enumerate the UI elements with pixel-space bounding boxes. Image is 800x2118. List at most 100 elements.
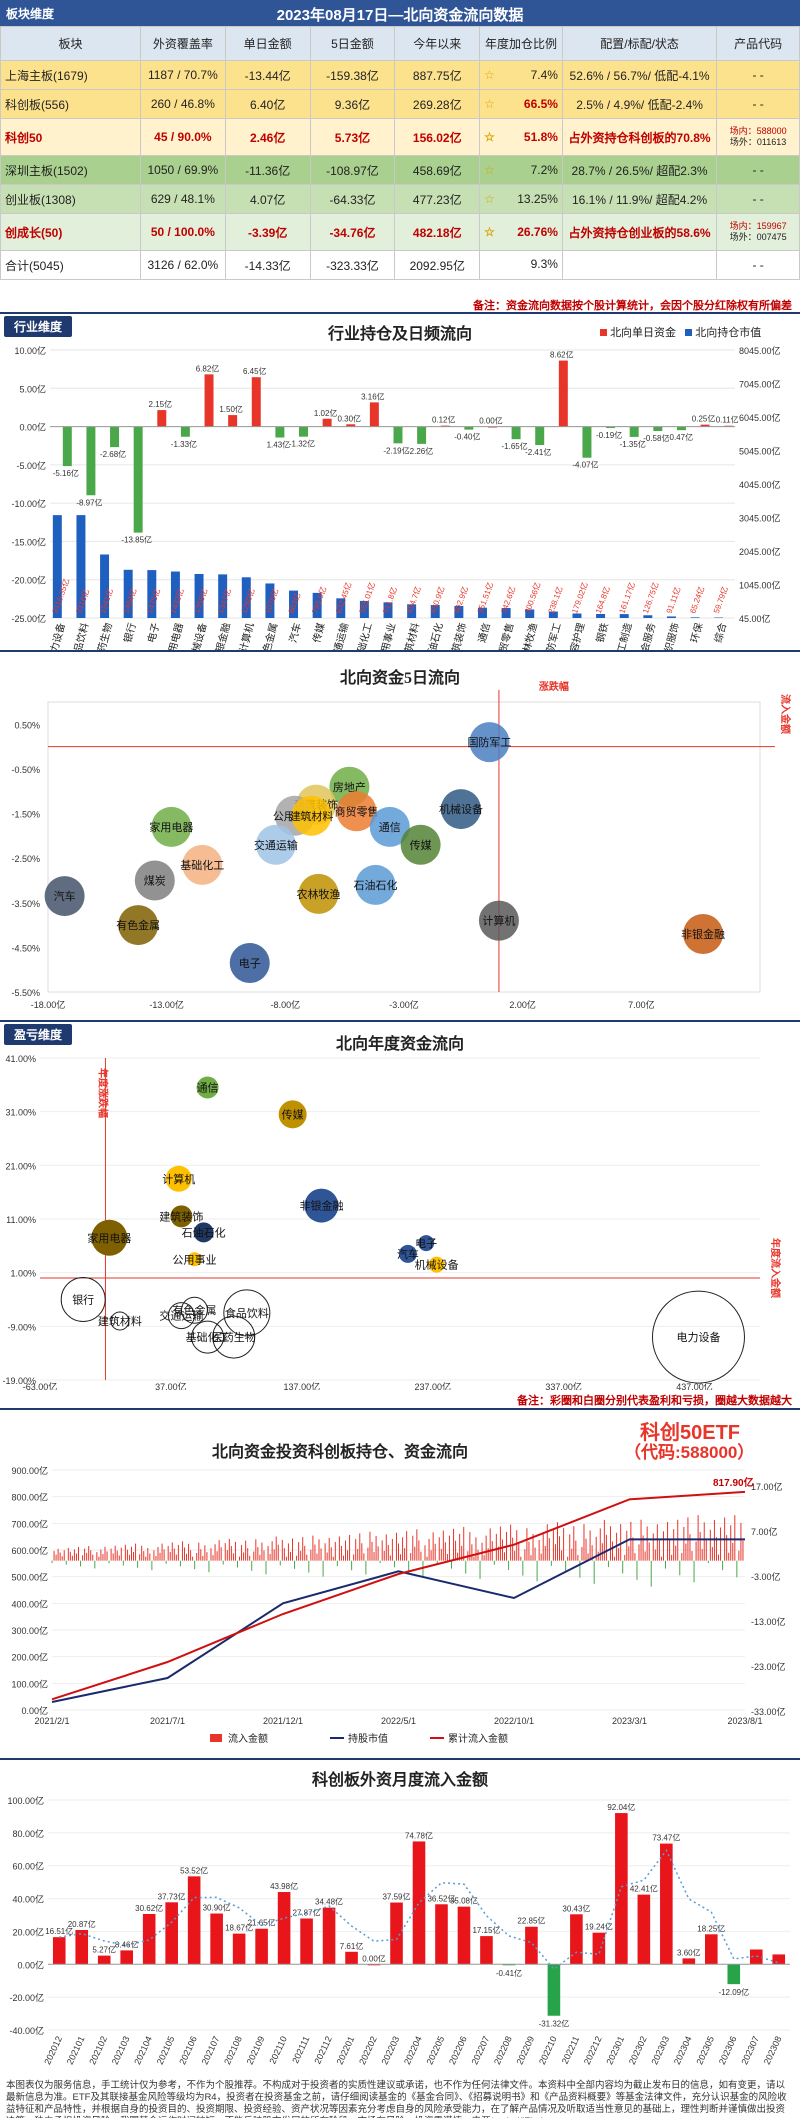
monthly-chart: 100.00亿 80.00亿 60.00亿 40.00亿 20.00亿 0.00亿 -20.… [7, 1795, 790, 2066]
hold-bar [383, 602, 393, 618]
y-left-tick: 5.00亿 [19, 383, 46, 394]
y-right-tick: 6045.00亿 [739, 412, 781, 423]
flow-bar [511, 426, 521, 440]
flow-label: 1.43亿 [267, 440, 291, 450]
industry-panel: 行业维度 行业持仓及日频流向 北向单日资金 北向持仓市值 10.00亿 5.00亿… [0, 312, 800, 652]
flow-label: -2.41亿 [525, 447, 551, 457]
etf-code: （代码:588000） [624, 1443, 755, 1462]
table-cell: ☆ 51.8% [479, 118, 563, 156]
star-flow-chart: 900.00亿 800.00亿 700.00亿 600.00亿 500.00亿 400.0… [11, 1465, 786, 1745]
x-tick: 2.00亿 [509, 999, 536, 1010]
category-label: 汽车 [286, 621, 304, 644]
bubble [44, 876, 85, 917]
flow-label: -0.40亿 [454, 432, 480, 442]
bubble-label: 机械设备 [439, 802, 483, 816]
month-label: 202208 [492, 2035, 514, 2066]
header-cell: 今年以来 [394, 26, 481, 61]
y-tick: 0.50% [14, 720, 40, 730]
table-note: 备注：资金流向数据按个股计算统计，会因个股分红除权有所偏差 [473, 300, 792, 312]
category-label: 建筑装饰 [446, 621, 469, 650]
category-label: 商贸零售 [494, 621, 517, 650]
ratio-value: 26.76% [517, 225, 558, 239]
month-label: 202211 [560, 2035, 581, 2066]
y-tick: 1.00% [10, 1269, 36, 1279]
table-row: 创成长(50) 50 / 100.0% -3.39亿 -34.76亿 482.18亿 ☆ 2… [0, 213, 800, 251]
table-cell: 52.6% / 56.7%/ 低配-4.1% [561, 60, 718, 90]
hold-bar [265, 583, 275, 618]
y-axis-label: 年度涨跌幅 [96, 1068, 109, 1118]
table-cell: 629 / 48.1% [139, 184, 226, 214]
bubble [400, 824, 441, 865]
month-bar [322, 1907, 336, 1965]
flow-bar [369, 402, 379, 427]
bubble [418, 1235, 435, 1252]
table-cell: 269.28亿 [394, 89, 481, 119]
bubble [651, 1290, 745, 1384]
x-tick: 237.00亿 [414, 1381, 451, 1390]
month-label: 202302 [627, 2035, 649, 2066]
legend-swatch [210, 1734, 222, 1742]
bubble-label: 电子 [415, 1237, 437, 1250]
hold-bar [454, 606, 464, 618]
flow-bar [346, 424, 356, 427]
month-bar [525, 1926, 538, 1965]
bubble [193, 1222, 214, 1243]
table-cell: 场内：588000 场外：011613 [716, 118, 800, 156]
month-bar [120, 1950, 133, 1965]
bubble [212, 1315, 256, 1359]
industry-title: 行业持仓及日频流向 [327, 326, 472, 343]
hold-bar [359, 600, 369, 618]
flow-bar [275, 426, 285, 438]
month-label: 202111 [290, 2035, 311, 2065]
month-value-label: 43.98亿 [270, 1881, 298, 1891]
star-icon: ☆ [484, 163, 495, 177]
flow-bar [180, 426, 190, 437]
month-value-label: 19.24亿 [585, 1922, 613, 1932]
table-cell: 1050 / 69.9% [139, 155, 226, 185]
hold-bar [194, 573, 204, 618]
flow-bar [204, 374, 214, 427]
hold-bar [666, 616, 676, 618]
category-label: 银行 [121, 621, 139, 644]
bubble-label: 石油石化 [182, 1225, 226, 1239]
ratio-wrap: 9.3% [484, 257, 558, 271]
table-cell: 合计(5045) [0, 250, 141, 280]
bubble [291, 795, 332, 836]
category-label: 电力设备 [45, 621, 68, 650]
table-title-bar: 板块维度 2023年08月17日—北向资金流向数据 [0, 0, 800, 26]
header-cell: 单日金额 [224, 26, 311, 61]
x-tick: 2021/2/1 [34, 1716, 69, 1726]
month-label: 202305 [694, 2035, 716, 2066]
table-cell: ☆ 13.25% [479, 184, 563, 214]
hold-label: 238.1亿 [546, 585, 565, 615]
month-label: 202107 [200, 2035, 222, 2066]
category-label: 交通运输 [328, 621, 351, 650]
table-cell: ☆ 26.76% [479, 213, 563, 251]
table-row: 合计(5045) 3126 / 62.0% -14.33亿 -323.33亿 2092.… [0, 250, 800, 280]
table-cell: -64.33亿 [309, 184, 396, 214]
y-right-tick: -23.00亿 [751, 1661, 786, 1672]
month-value-label: 37.73亿 [158, 1891, 186, 1901]
bubble [91, 1219, 128, 1256]
y-tick: 80.00亿 [12, 1828, 44, 1839]
y-left-tick: 900.00亿 [11, 1465, 48, 1476]
annual-note: 备注：彩圈和白圈分别代表盈利和亏损，圈越大数据越大 [517, 1395, 792, 1407]
y-tick: 21.00% [5, 1161, 36, 1171]
y-right-tick: 5045.00亿 [739, 446, 781, 457]
table-cell: -14.33亿 [224, 250, 311, 280]
x-tick: 337.00亿 [545, 1381, 582, 1390]
bubble [170, 1205, 193, 1228]
bubble [223, 1289, 271, 1337]
star-flow-panel: 北向资金投资科创板持仓、资金流向 科创50ETF （代码:588000） 900… [0, 1408, 800, 1760]
table-cell: ☆ 7.4% [479, 60, 563, 90]
legend-swatch-hold [685, 329, 693, 336]
category-label: 医药生物 [92, 621, 115, 650]
hold-bar [218, 574, 228, 618]
table-cell: 5.73亿 [309, 118, 396, 156]
flow-label: 0.25亿 [692, 414, 716, 424]
month-bar [75, 1929, 89, 1965]
month-label: 202304 [672, 2035, 694, 2066]
x-tick: 7.00亿 [628, 999, 655, 1010]
category-label: 传媒 [311, 622, 328, 644]
